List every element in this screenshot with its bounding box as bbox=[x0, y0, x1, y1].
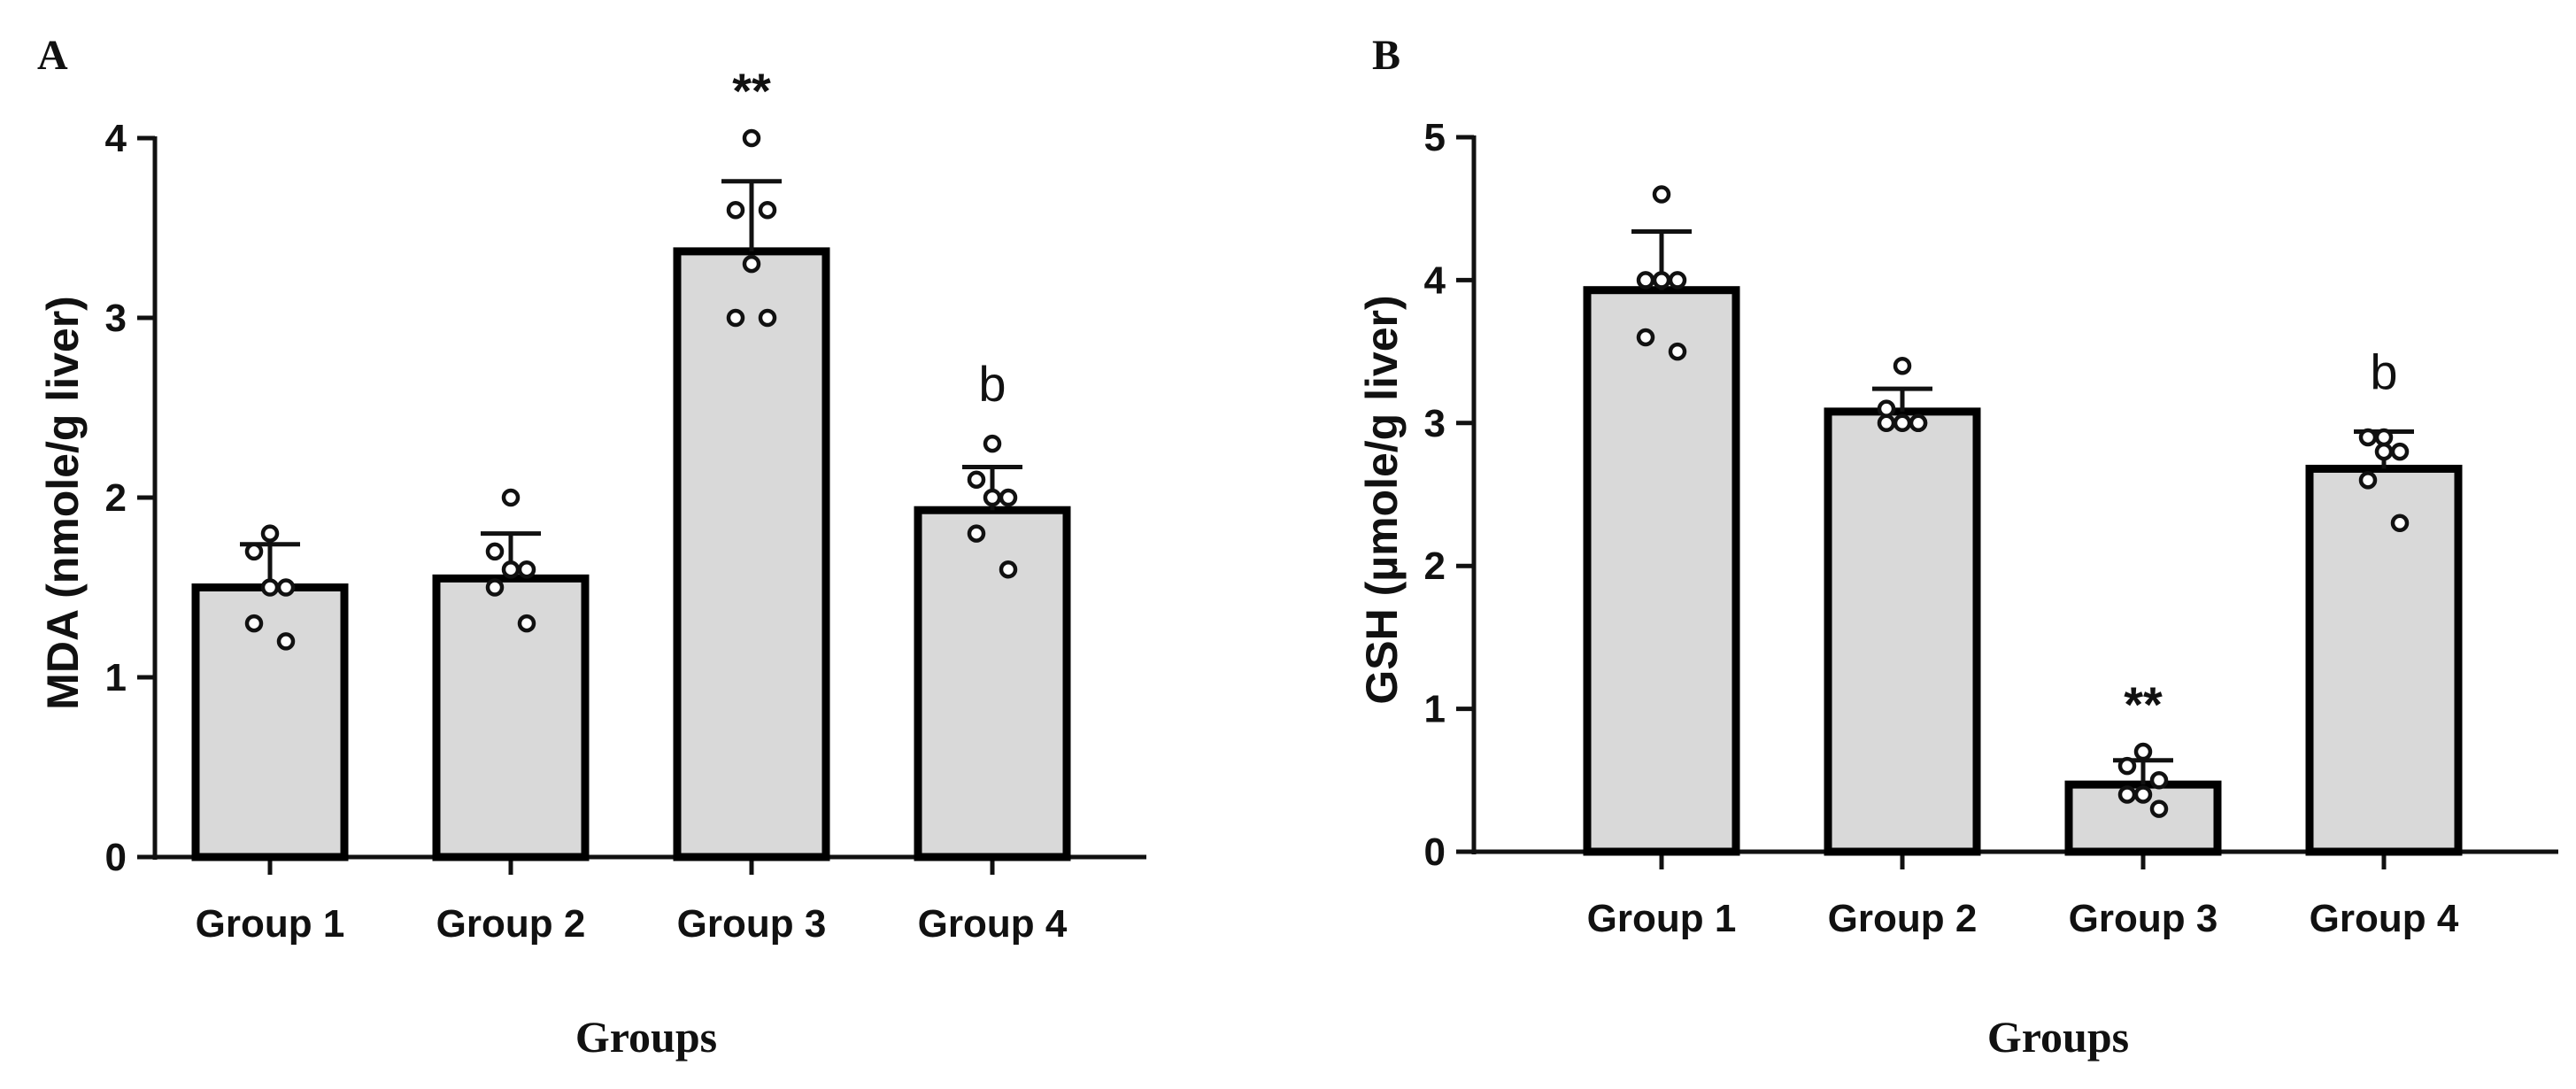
bar-3 bbox=[673, 247, 830, 861]
data-point bbox=[2149, 771, 2169, 790]
chart-panel-a: A 0 1 2 3 4 MDA (nmole/g liver) Groups Group 1 Gr… bbox=[37, 32, 1146, 1062]
data-point bbox=[2390, 514, 2410, 533]
y-tick-label: 3 bbox=[1424, 402, 1446, 445]
data-point bbox=[1668, 342, 1687, 361]
data-point bbox=[967, 524, 986, 543]
data-point bbox=[1668, 271, 1687, 290]
y-tick-label: 4 bbox=[1424, 259, 1446, 302]
data-point bbox=[485, 542, 505, 561]
significance-stars: ** bbox=[2124, 676, 2163, 732]
data-point bbox=[758, 308, 777, 328]
category-label: Group 2 bbox=[436, 902, 586, 946]
y-axis-title: MDA (nmole/g liver) bbox=[38, 296, 88, 710]
data-point bbox=[517, 614, 536, 633]
data-point bbox=[983, 434, 1002, 453]
category-label: Group 3 bbox=[2069, 897, 2218, 940]
data-point bbox=[2390, 442, 2410, 461]
data-point bbox=[742, 254, 761, 274]
data-point bbox=[999, 488, 1018, 507]
x-axis-title: Groups bbox=[1987, 1012, 2129, 1062]
data-point bbox=[517, 560, 536, 579]
panel-letter: B bbox=[1372, 32, 1400, 79]
data-point bbox=[244, 614, 264, 633]
data-point bbox=[485, 578, 505, 597]
y-axis-title: GSH (µmole/g liver) bbox=[1357, 295, 1407, 704]
category-label: Group 2 bbox=[1828, 897, 1978, 940]
y-tick-label: 2 bbox=[105, 476, 127, 520]
data-point bbox=[726, 308, 745, 328]
data-point bbox=[1652, 185, 1671, 204]
bar-2 bbox=[432, 574, 590, 861]
data-point bbox=[1636, 328, 1655, 347]
bar-1 bbox=[1583, 286, 1740, 856]
data-point bbox=[501, 560, 521, 579]
data-point bbox=[1636, 271, 1655, 290]
y-tick-label: 4 bbox=[105, 117, 127, 160]
bar-4 bbox=[914, 506, 1071, 861]
chart-panel-b: B 0 1 2 3 4 5 GSH (µmole/g liver) Groups Group 1 G… bbox=[1357, 32, 2558, 1062]
data-point bbox=[2374, 442, 2394, 461]
data-point bbox=[2117, 785, 2137, 804]
bar-2 bbox=[1824, 407, 1981, 856]
significance-letter: b bbox=[2370, 344, 2397, 399]
category-label: Group 3 bbox=[677, 902, 827, 946]
data-point bbox=[2374, 428, 2394, 447]
data-point bbox=[260, 578, 280, 597]
significance-stars: ** bbox=[732, 63, 771, 119]
data-point bbox=[501, 488, 521, 507]
panel-letter: A bbox=[37, 32, 68, 79]
category-label: Group 1 bbox=[196, 902, 345, 946]
data-point bbox=[758, 200, 777, 220]
data-point bbox=[967, 470, 986, 489]
data-point bbox=[1877, 413, 1896, 433]
data-point bbox=[276, 578, 296, 597]
y-tick-label: 5 bbox=[1424, 116, 1446, 159]
data-point bbox=[260, 524, 280, 543]
category-label: Group 4 bbox=[918, 902, 1068, 946]
category-label: Group 1 bbox=[1587, 897, 1737, 940]
data-point bbox=[2117, 756, 2137, 776]
data-point bbox=[2149, 799, 2169, 818]
data-point bbox=[1877, 399, 1896, 418]
data-point bbox=[1909, 413, 1928, 433]
y-tick-label: 1 bbox=[1424, 688, 1446, 731]
y-tick-label: 3 bbox=[105, 297, 127, 340]
category-label: Group 4 bbox=[2310, 897, 2459, 940]
y-tick-label: 1 bbox=[105, 656, 127, 699]
x-axis-title: Groups bbox=[575, 1012, 717, 1062]
data-point bbox=[726, 200, 745, 220]
data-point bbox=[742, 128, 761, 148]
data-point bbox=[999, 560, 1018, 579]
y-tick-label: 0 bbox=[105, 836, 127, 879]
data-point bbox=[983, 488, 1002, 507]
y-tick-label: 0 bbox=[1424, 830, 1446, 874]
bar-1 bbox=[191, 583, 349, 861]
data-point bbox=[2133, 742, 2153, 761]
y-tick-label: 2 bbox=[1424, 544, 1446, 588]
data-point bbox=[1893, 356, 1912, 375]
data-point bbox=[2358, 428, 2378, 447]
data-point bbox=[244, 542, 264, 561]
data-point bbox=[1652, 271, 1671, 290]
data-point bbox=[1893, 413, 1912, 433]
significance-letter: b bbox=[978, 356, 1006, 412]
data-point bbox=[2358, 471, 2378, 490]
data-point bbox=[276, 632, 296, 651]
data-point bbox=[2133, 785, 2153, 804]
bar-4 bbox=[2305, 464, 2463, 856]
